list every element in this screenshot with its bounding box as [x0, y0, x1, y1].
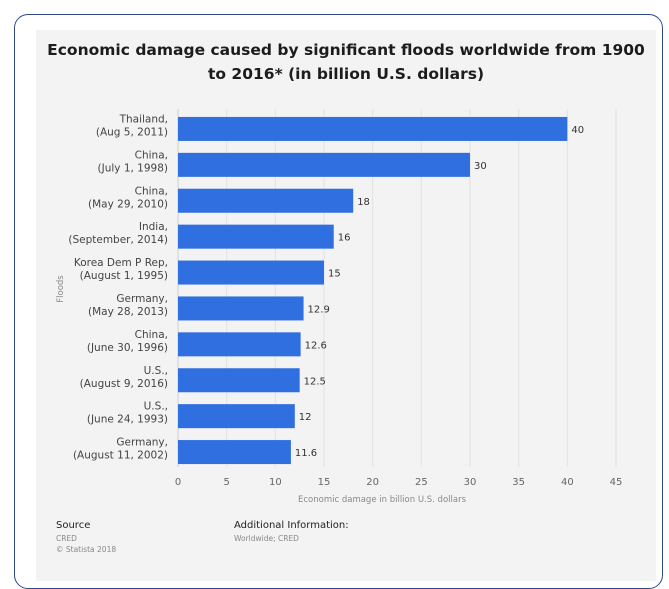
value-label: 16	[338, 233, 351, 244]
x-tick-label: 20	[366, 477, 379, 488]
category-label: (August 9, 2016)	[80, 378, 168, 390]
category-label: (August 1, 1995)	[80, 270, 168, 282]
value-label: 30	[474, 161, 487, 172]
value-label: 12.9	[308, 304, 330, 315]
category-label: (June 30, 1996)	[87, 342, 168, 354]
category-label: (July 1, 1998)	[98, 162, 169, 174]
x-tick-label: 40	[561, 477, 574, 488]
category-label: (August 11, 2002)	[73, 450, 168, 462]
value-label: 15	[328, 269, 341, 280]
chart-title: Economic damage caused by significant fl…	[36, 38, 656, 86]
value-label: 18	[357, 197, 370, 208]
bar	[178, 332, 301, 357]
chart-title-line-1: Economic damage caused by significant fl…	[47, 41, 645, 59]
chart-title-line-2: to 2016* (in billion U.S. dollars)	[207, 65, 485, 83]
value-label: 40	[571, 125, 584, 136]
x-axis-label: Economic damage in billion U.S. dollars	[298, 495, 467, 505]
info-heading: Additional Information:	[234, 520, 349, 531]
category-label: (May 29, 2010)	[88, 198, 168, 210]
category-label: U.S.,	[144, 365, 168, 377]
category-label: Germany,	[116, 293, 168, 305]
value-label: 12	[299, 412, 312, 423]
x-tick-label: 10	[269, 477, 282, 488]
category-label: India,	[139, 221, 168, 233]
category-label: U.S.,	[144, 401, 168, 413]
category-label: Korea Dem P Rep,	[74, 257, 168, 269]
x-tick-label: 45	[610, 477, 623, 488]
category-label: China,	[135, 185, 168, 197]
category-label: Thailand,	[119, 113, 168, 125]
x-tick-label: 5	[223, 477, 229, 488]
source-line-2: © Statista 2018	[56, 545, 117, 554]
category-label: (May 28, 2013)	[88, 306, 168, 318]
category-label: China,	[135, 329, 168, 341]
category-label: (Aug 5, 2011)	[96, 126, 168, 138]
y-axis-label: Floods	[56, 275, 66, 303]
bar	[178, 368, 300, 393]
bar	[178, 404, 295, 429]
source-line-1: CRED	[56, 534, 77, 543]
value-label: 11.6	[295, 448, 317, 459]
bar	[178, 296, 304, 321]
bar	[178, 260, 324, 285]
value-label: 12.6	[305, 340, 327, 351]
value-label: 12.5	[304, 376, 326, 387]
x-tick-label: 35	[512, 477, 525, 488]
category-label: (June 24, 1993)	[87, 414, 168, 426]
bar	[178, 152, 470, 177]
x-tick-label: 25	[415, 477, 428, 488]
x-tick-label: 15	[318, 477, 331, 488]
bar	[178, 116, 568, 141]
x-tick-label: 30	[464, 477, 477, 488]
category-label: China,	[135, 149, 168, 161]
bar	[178, 188, 354, 213]
bar	[178, 440, 291, 465]
bar	[178, 224, 334, 249]
category-label: (September, 2014)	[68, 234, 168, 246]
source-heading: Source	[56, 520, 91, 531]
info-line-1: Worldwide; CRED	[234, 534, 299, 543]
x-tick-label: 0	[175, 477, 181, 488]
category-label: Germany,	[116, 437, 168, 449]
